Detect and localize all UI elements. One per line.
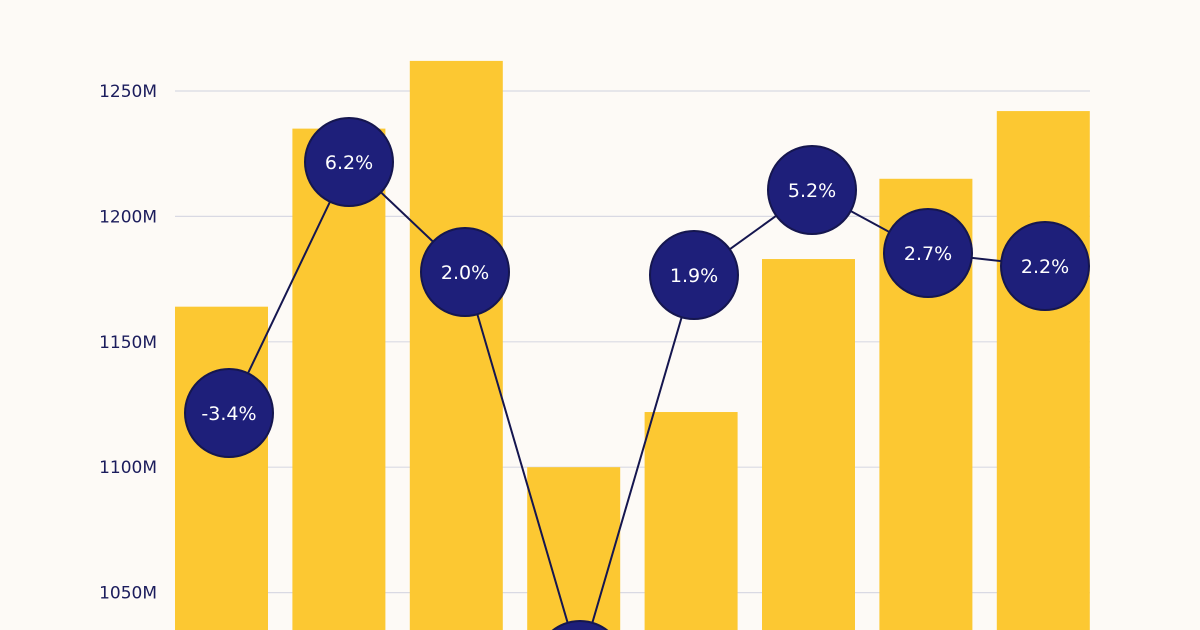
growth-marker	[551, 620, 609, 630]
marker-circle	[1000, 221, 1090, 311]
bar	[996, 111, 1090, 630]
y-tick-label: 1200M	[99, 207, 157, 227]
bar	[292, 128, 386, 630]
marker-circle	[767, 145, 857, 235]
y-axis-tick-labels: 1050M 1100M 1150M 1200M 1250M	[99, 82, 157, 604]
y-tick-label: 1150M	[99, 333, 157, 353]
bar	[175, 306, 268, 630]
marker-circle	[883, 208, 973, 298]
growth-marker: 5.2%	[767, 145, 857, 235]
marker-circle	[649, 230, 739, 320]
marker-circle	[184, 368, 274, 458]
growth-markers: -3.4% 6.2% 2.0% 1.9% 5.2% 2.7% 2.2%	[184, 117, 1090, 630]
growth-marker: -3.4%	[184, 368, 274, 458]
marker-circle	[420, 227, 510, 317]
bar	[527, 467, 621, 630]
growth-label: 5.2%	[788, 180, 836, 202]
growth-label: -3.4%	[201, 403, 256, 425]
growth-label: 2.0%	[441, 262, 489, 284]
y-tick-label: 1050M	[99, 584, 157, 604]
growth-marker: 2.2%	[1000, 221, 1090, 311]
growth-label: 2.7%	[904, 243, 952, 265]
y-tick-label: 1100M	[99, 458, 157, 478]
growth-label: 2.2%	[1021, 256, 1069, 278]
marker-circle	[304, 117, 394, 207]
growth-marker: 2.0%	[420, 227, 510, 317]
bar	[644, 412, 738, 630]
growth-marker: 6.2%	[304, 117, 394, 207]
y-tick-label: 1250M	[99, 82, 157, 102]
growth-marker: 1.9%	[649, 230, 739, 320]
growth-marker: 2.7%	[883, 208, 973, 298]
growth-label: 6.2%	[325, 152, 373, 174]
bar	[409, 60, 503, 630]
marker-circle	[551, 620, 609, 630]
growth-label: 1.9%	[670, 265, 718, 287]
bar	[762, 259, 855, 630]
